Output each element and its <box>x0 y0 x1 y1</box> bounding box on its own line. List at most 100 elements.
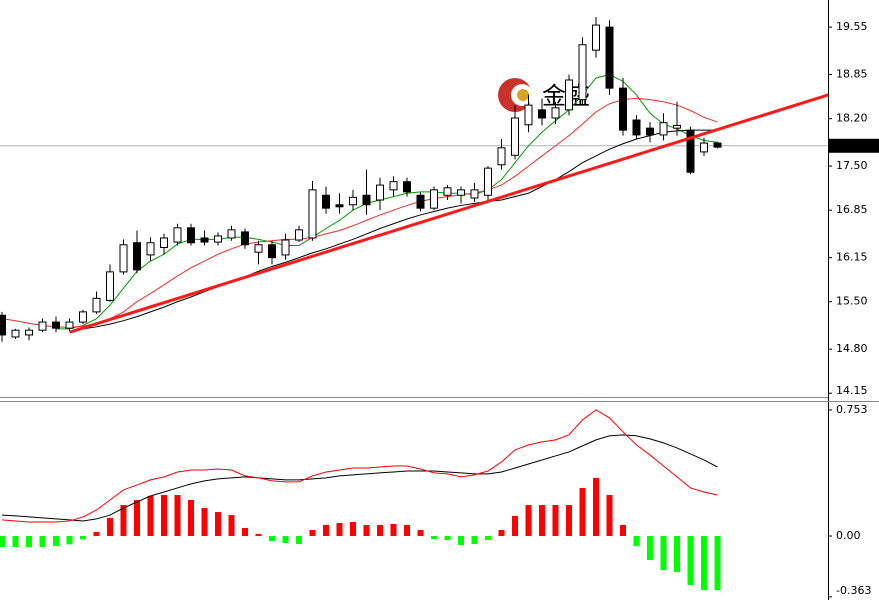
histogram-bar <box>93 531 100 537</box>
candle-body <box>362 194 371 206</box>
histogram-bar <box>471 536 478 545</box>
candle-body <box>605 26 614 89</box>
candle-body <box>686 129 695 173</box>
candle-body <box>227 229 236 239</box>
y-tick-label: 14.80 <box>836 342 868 355</box>
histogram-bar <box>296 536 302 545</box>
histogram-bar <box>26 536 32 548</box>
macd-line <box>1 409 718 523</box>
histogram-bar <box>458 536 464 546</box>
histogram-bar <box>363 524 370 537</box>
histogram-bar <box>579 487 586 537</box>
candle-body <box>578 44 587 101</box>
histogram-bar <box>390 523 397 537</box>
histogram-bar <box>539 505 545 537</box>
histogram-bar <box>566 505 572 537</box>
candle-body <box>700 142 708 153</box>
histogram-bar <box>404 524 410 537</box>
candle-body <box>146 242 155 256</box>
candle-body <box>551 107 560 119</box>
candle-body <box>241 231 249 246</box>
candle-body <box>659 122 668 136</box>
histogram-bar <box>242 527 248 537</box>
histogram-bar <box>107 517 113 537</box>
candle-body <box>646 127 654 136</box>
histogram-bar <box>593 477 599 537</box>
histogram-bar <box>633 536 640 547</box>
candle-body <box>470 189 479 199</box>
histogram-bar <box>606 494 613 537</box>
candle-body <box>632 119 641 136</box>
histogram-bar <box>701 536 707 591</box>
candle-body <box>565 79 573 111</box>
histogram-bar <box>174 494 181 537</box>
candle-body <box>443 187 452 196</box>
candle-body <box>376 184 384 201</box>
histogram-bar <box>201 508 208 537</box>
candle-body <box>106 271 114 301</box>
histogram-bar <box>525 505 532 537</box>
candle-body <box>497 147 506 166</box>
candle-body <box>416 194 425 209</box>
histogram-bar <box>228 515 235 537</box>
candle-body <box>11 329 20 338</box>
candle-body <box>335 204 344 208</box>
histogram-bar <box>660 536 667 571</box>
candle-body <box>52 321 60 329</box>
histogram-bar <box>282 536 289 544</box>
histogram-bar <box>512 515 518 537</box>
histogram-bar <box>323 524 329 537</box>
candle-body <box>79 311 87 323</box>
candle-body <box>92 297 101 313</box>
candle-body <box>619 87 627 131</box>
candle-body <box>214 235 222 243</box>
candle-body <box>65 321 74 329</box>
histogram-bar <box>714 536 721 591</box>
candle-body <box>295 229 303 241</box>
candle-body <box>484 167 492 196</box>
last-price-label: 17.80 <box>836 139 871 152</box>
candle-body <box>524 104 533 126</box>
y-tick-label: 16.15 <box>836 251 868 264</box>
histogram-bar <box>215 512 221 537</box>
histogram-bar <box>0 536 5 548</box>
candle-body <box>308 189 317 239</box>
histogram-bar <box>66 536 73 545</box>
histogram-bar <box>444 536 451 541</box>
histogram-bar <box>485 536 491 541</box>
histogram-bar <box>498 529 505 537</box>
candle-body <box>403 181 411 193</box>
candle-body <box>538 109 546 119</box>
candle-body <box>511 117 519 156</box>
candle-body <box>457 189 465 196</box>
y-tick-label: -0.363 <box>836 584 871 597</box>
candle-body <box>38 321 47 331</box>
y-tick-label: 18.20 <box>836 112 868 125</box>
histogram-bar <box>687 536 694 586</box>
y-tick-label: 16.85 <box>836 203 868 216</box>
trend-line <box>69 93 829 334</box>
candle-body <box>160 237 168 248</box>
histogram-bar <box>647 536 653 560</box>
y-tick-label: 19.55 <box>836 20 868 33</box>
watermark-logo <box>517 89 529 101</box>
y-tick-label: 18.85 <box>836 68 868 81</box>
y-tick-label: 17.50 <box>836 159 868 172</box>
histogram-bar <box>147 495 154 537</box>
candle-body <box>389 181 398 191</box>
histogram-bar <box>188 500 194 537</box>
y-tick-label: 14.15 <box>836 384 868 397</box>
candle-body <box>268 244 276 259</box>
candle-body <box>349 196 357 206</box>
y-tick-label: 0.00 <box>836 529 861 542</box>
histogram-bar <box>552 505 559 537</box>
candle-body <box>281 239 290 256</box>
histogram-bar <box>309 529 316 537</box>
histogram-bar <box>674 536 680 573</box>
histogram-bar <box>161 494 167 537</box>
candle-body <box>133 242 141 271</box>
candle-body <box>187 227 195 244</box>
